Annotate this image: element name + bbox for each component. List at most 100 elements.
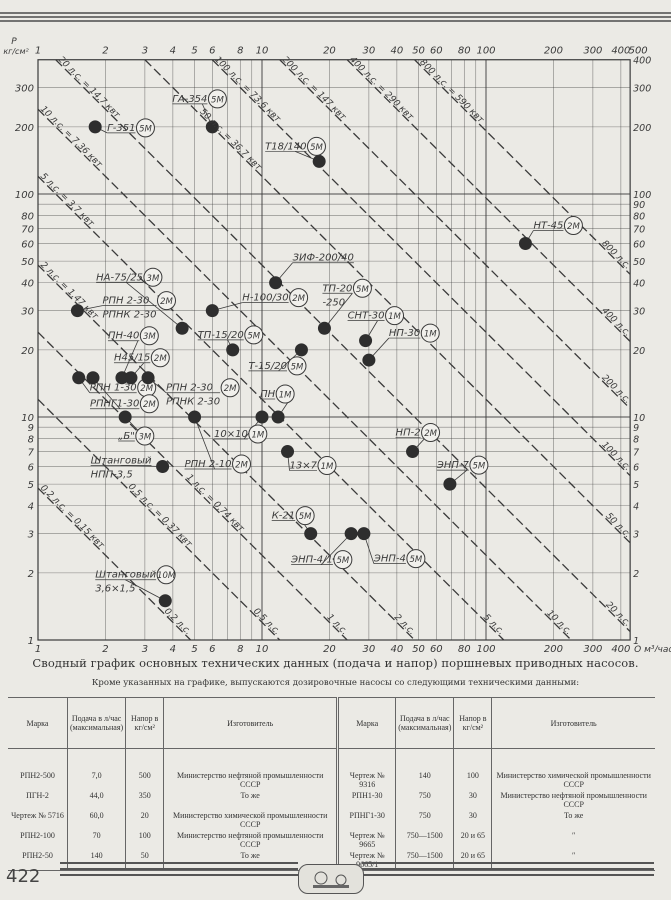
col-flow: Подача в л/час (максимальная): [395, 697, 454, 749]
x-tick-label-top: 4: [170, 46, 176, 57]
maker-cell: То же: [163, 850, 338, 871]
x-tick-label-top: 3: [142, 46, 148, 57]
power-line: [211, 59, 631, 477]
y-tick-left: 1: [28, 636, 34, 647]
col-pressure: Напор в кг/см²: [453, 697, 492, 749]
y-tick-left: 9: [28, 423, 34, 434]
series-mark-label: 1М: [321, 462, 334, 472]
data-point: [86, 371, 100, 385]
page-footer: [0, 862, 671, 892]
series-mark-label: 5М: [299, 512, 312, 522]
x-tick-label-top: 10: [256, 46, 269, 57]
series-mark-label: 5М: [473, 462, 486, 472]
series-mark-circle: [156, 291, 176, 311]
y-tick-right: 100: [633, 190, 651, 201]
point-label: НП-2: [396, 428, 421, 439]
y-tick-right: 300: [633, 84, 651, 95]
x-tick-label-top: 80: [458, 46, 471, 57]
series-mark-circle: [248, 424, 268, 444]
maker-cell: ″: [491, 850, 655, 871]
series-mark-circle: [563, 215, 583, 235]
x-tick-label-bottom: 2: [102, 644, 108, 652]
x-tick-label-bottom: 80: [458, 644, 471, 652]
series-mark-circle: [150, 348, 170, 368]
y-tick-right: 2: [633, 569, 639, 580]
x-tick-label-bottom: 6: [209, 644, 215, 652]
series-mark-circle: [156, 565, 176, 585]
y-tick-right: 5: [633, 480, 639, 491]
series-mark-label: 5М: [139, 124, 152, 134]
data-point: [518, 236, 532, 250]
brand-cell: РПН2-50: [8, 850, 68, 871]
y-tick-left: 100: [15, 190, 34, 201]
x-tick-label-top: 60: [430, 46, 443, 57]
series-mark-circle: [207, 89, 227, 109]
point-label: -250: [322, 297, 345, 308]
x-axis-label: Q м³/час: [634, 645, 671, 652]
point-label: 13×7: [290, 461, 318, 472]
power-line-label: 400 л.с. = 290 квт: [347, 55, 415, 123]
power-line-label-end: 50 л.с.: [603, 511, 632, 540]
series-mark-circle: [220, 378, 240, 398]
y-tick-left: 2: [28, 569, 34, 580]
y-tick-right: 30: [633, 307, 645, 318]
maker-cell: Министерство химической промышленности С…: [163, 810, 338, 830]
data-point: [205, 304, 219, 318]
data-point: [406, 445, 420, 459]
point-label: ЭНП-4: [373, 554, 406, 565]
power-line: [37, 487, 192, 641]
series-mark-circle: [135, 426, 155, 446]
x-tick-label-top: 30: [363, 46, 376, 57]
series-mark-circle: [352, 278, 372, 298]
leader-line: [125, 281, 183, 329]
maker-cell: ″: [491, 830, 655, 850]
plot-frame: [37, 59, 631, 641]
col-pressure: Напор в кг/см²: [125, 697, 164, 749]
x-tick-label-bottom: 1: [35, 644, 41, 652]
y-tick-right: 60: [633, 239, 645, 250]
flow-cell: 44,0: [66, 790, 126, 810]
y-tick-left: 200: [15, 123, 34, 134]
x-tick-label-top: 50: [412, 46, 425, 57]
series-mark-label: 1М: [388, 312, 401, 322]
data-point: [188, 410, 202, 424]
col-brand: Марка: [336, 697, 396, 749]
point-label: 10×10: [214, 429, 248, 440]
power-line-label: 0,5 л.с. = 0,37 квт: [126, 482, 194, 550]
x-tick-label-top: 500: [629, 46, 648, 57]
maker-cell: Министерство нефтяной промышленности ССС…: [491, 790, 655, 810]
point-label: РПН 2-30: [102, 296, 149, 307]
series-mark-label: 2М: [140, 384, 153, 394]
point-label: ПН: [260, 389, 276, 400]
table-row: РПН2-100 70 100 Министерство нефтяной промы…: [8, 830, 655, 850]
maker-cell: Министерство химической промышленности С…: [491, 748, 655, 790]
y-tick-left: 300: [15, 84, 34, 95]
pressure-cell: 30: [453, 790, 492, 810]
pressure-cell: 30: [453, 810, 492, 830]
y-tick-right: 3: [633, 530, 639, 541]
point-label: Штанговый: [91, 455, 152, 466]
power-line: [346, 59, 631, 342]
point-label: Н-100/30: [242, 293, 288, 304]
x-tick-label-top: 300: [583, 46, 602, 57]
table-intro: Кроме указанных на графике, выпускаются …: [91, 678, 580, 688]
y-axis-label: P: [11, 37, 17, 47]
data-point: [255, 410, 269, 424]
table-row: РПН2-50 140 50 То же Чертеж № 9665/1 750—1500…: [8, 850, 655, 871]
series-mark-label: 5М: [211, 95, 224, 105]
brand-cell: Чертеж № 9665: [336, 830, 396, 850]
x-tick-label-bottom: 4: [170, 644, 176, 652]
y-tick-left: 70: [21, 225, 34, 236]
x-tick-label-top: 6: [209, 46, 215, 57]
pressure-cell: 20 и 65: [453, 850, 492, 871]
point-label: НТ-45: [533, 220, 563, 231]
series-mark-label: 5М: [247, 331, 260, 341]
y-tick-right: 8: [633, 435, 639, 446]
power-line-label: 0,2 л.с. = 0,15 квт: [38, 483, 106, 551]
data-point: [175, 321, 189, 335]
y-tick-left: 8: [28, 435, 34, 446]
power-line: [37, 175, 505, 641]
series-mark-circle: [333, 550, 353, 570]
page-number: 422: [6, 866, 41, 887]
